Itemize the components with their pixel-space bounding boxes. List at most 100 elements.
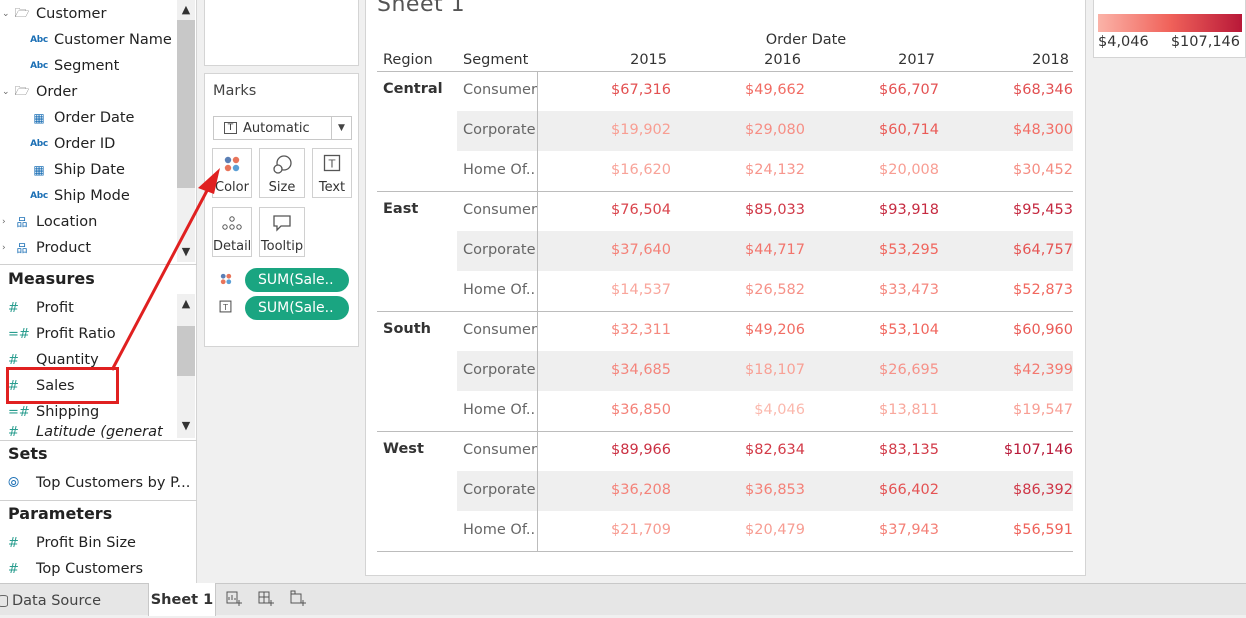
scroll-down-icon[interactable]: ▼ xyxy=(181,419,191,432)
region-label[interactable]: East xyxy=(383,201,419,217)
dimension-item[interactable]: ⌄ 🗁 Customer xyxy=(2,1,106,27)
sales-cell[interactable]: $76,504 xyxy=(611,202,671,218)
measure-item[interactable]: =# Profit Ratio xyxy=(8,326,116,342)
chevron-down-icon[interactable]: ▼ xyxy=(331,117,351,139)
sales-cell[interactable]: $44,717 xyxy=(745,242,805,258)
sales-cell[interactable]: $13,811 xyxy=(879,402,939,418)
dimensions-scroll-thumb[interactable] xyxy=(177,20,195,188)
year-header-2016[interactable]: 2016 xyxy=(764,52,801,68)
segment-label[interactable]: Corporate xyxy=(463,482,536,498)
segment-label[interactable]: Home Of.. xyxy=(463,522,536,538)
measure-item[interactable]: # Latitude (generat xyxy=(8,424,163,440)
text-sum-sales-pill[interactable]: SUM(Sale.. xyxy=(245,296,349,320)
chevron-down-icon[interactable]: ⌄ xyxy=(2,87,10,97)
region-label[interactable]: South xyxy=(383,321,431,337)
region-label[interactable]: Central xyxy=(383,81,443,97)
data-source-tab[interactable]: Data Source xyxy=(0,584,140,616)
scroll-up-icon[interactable]: ▲ xyxy=(181,297,191,310)
segment-label[interactable]: Corporate xyxy=(463,362,536,378)
region-column-header[interactable]: Region xyxy=(383,52,433,68)
sales-cell[interactable]: $16,620 xyxy=(611,162,671,178)
order-date-header[interactable]: Order Date xyxy=(765,32,847,48)
new-dashboard-icon[interactable] xyxy=(256,590,276,610)
measure-item[interactable]: =# Shipping xyxy=(8,404,100,420)
dimension-item[interactable]: Abc Customer Name xyxy=(28,27,172,53)
text-button[interactable]: T Text xyxy=(312,148,352,198)
segment-label[interactable]: Consumer xyxy=(463,322,537,338)
segment-label[interactable]: Corporate xyxy=(463,242,536,258)
sales-cell[interactable]: $26,582 xyxy=(745,282,805,298)
sales-cell[interactable]: $83,135 xyxy=(879,442,939,458)
sales-cell[interactable]: $66,707 xyxy=(879,82,939,98)
year-header-2018[interactable]: 2018 xyxy=(1032,52,1069,68)
sales-cell[interactable]: $95,453 xyxy=(1013,202,1073,218)
sales-cell[interactable]: $18,107 xyxy=(745,362,805,378)
sales-cell[interactable]: $33,473 xyxy=(879,282,939,298)
mark-type-dropdown[interactable]: T Automatic ▼ xyxy=(213,116,352,140)
sales-cell[interactable]: $32,311 xyxy=(611,322,671,338)
chevron-down-icon[interactable]: ⌄ xyxy=(2,9,10,19)
year-header-2017[interactable]: 2017 xyxy=(898,52,935,68)
sales-cell[interactable]: $26,695 xyxy=(879,362,939,378)
new-worksheet-icon[interactable] xyxy=(224,590,244,610)
segment-label[interactable]: Corporate xyxy=(463,122,536,138)
segment-label[interactable]: Consumer xyxy=(463,202,537,218)
set-item[interactable]: ⦾ Top Customers by P... xyxy=(8,475,191,491)
sales-cell[interactable]: $52,873 xyxy=(1013,282,1073,298)
sales-cell[interactable]: $20,008 xyxy=(879,162,939,178)
sales-cell[interactable]: $89,966 xyxy=(611,442,671,458)
year-header-2015[interactable]: 2015 xyxy=(630,52,667,68)
sales-cell[interactable]: $60,960 xyxy=(1013,322,1073,338)
sales-cell[interactable]: $20,479 xyxy=(745,522,805,538)
dimension-item[interactable]: Abc Segment xyxy=(28,53,119,79)
scroll-up-icon[interactable]: ▲ xyxy=(181,3,191,16)
sales-cell[interactable]: $66,402 xyxy=(879,482,939,498)
sales-cell[interactable]: $49,206 xyxy=(745,322,805,338)
sales-cell[interactable]: $56,591 xyxy=(1013,522,1073,538)
parameter-item[interactable]: # Top Customers xyxy=(8,561,144,577)
sales-cell[interactable]: $85,033 xyxy=(745,202,805,218)
parameter-item[interactable]: # Profit Bin Size xyxy=(8,535,136,551)
sales-cell[interactable]: $24,132 xyxy=(745,162,805,178)
sheet1-tab[interactable]: Sheet 1 xyxy=(148,583,216,616)
dimension-item[interactable]: Abc Ship Mode xyxy=(28,183,130,209)
segment-label[interactable]: Home Of.. xyxy=(463,282,536,298)
tooltip-button[interactable]: Tooltip xyxy=(259,207,305,257)
sales-cell[interactable]: $48,300 xyxy=(1013,122,1073,138)
sales-cell[interactable]: $93,918 xyxy=(879,202,939,218)
measure-item[interactable]: # Quantity xyxy=(8,352,99,368)
sales-cell[interactable]: $36,850 xyxy=(611,402,671,418)
detail-button[interactable]: Detail xyxy=(212,207,252,257)
measures-scroll-thumb[interactable] xyxy=(177,326,195,376)
measure-item[interactable]: # Sales xyxy=(8,378,75,394)
segment-label[interactable]: Consumer xyxy=(463,442,537,458)
dimension-item[interactable]: Abc Order ID xyxy=(28,131,115,157)
sales-cell[interactable]: $67,316 xyxy=(611,82,671,98)
segment-label[interactable]: Home Of.. xyxy=(463,402,536,418)
sales-cell[interactable]: $82,634 xyxy=(745,442,805,458)
sales-cell[interactable]: $107,146 xyxy=(1003,442,1073,458)
sales-cell[interactable]: $19,902 xyxy=(611,122,671,138)
sales-cell[interactable]: $53,295 xyxy=(879,242,939,258)
pages-filters-shelf[interactable] xyxy=(204,0,359,66)
sales-cell[interactable]: $68,346 xyxy=(1013,82,1073,98)
sales-cell[interactable]: $21,709 xyxy=(611,522,671,538)
scroll-down-icon[interactable]: ▼ xyxy=(181,245,191,258)
size-button[interactable]: Size xyxy=(259,148,305,198)
sales-cell[interactable]: $42,399 xyxy=(1013,362,1073,378)
dimension-item[interactable]: ▦ Order Date xyxy=(28,105,134,131)
segment-label[interactable]: Consumer xyxy=(463,82,537,98)
color-sum-sales-pill[interactable]: SUM(Sale.. xyxy=(245,268,349,292)
sales-cell[interactable]: $4,046 xyxy=(754,402,805,418)
dimension-item[interactable]: › 品 Product xyxy=(2,240,92,256)
sales-cell[interactable]: $34,685 xyxy=(611,362,671,378)
sales-cell[interactable]: $36,208 xyxy=(611,482,671,498)
sales-cell[interactable]: $86,392 xyxy=(1013,482,1073,498)
dimension-item[interactable]: › 品 Location xyxy=(2,214,98,230)
sales-cell[interactable]: $53,104 xyxy=(879,322,939,338)
sales-cell[interactable]: $36,853 xyxy=(745,482,805,498)
region-label[interactable]: West xyxy=(383,441,424,457)
segment-column-header[interactable]: Segment xyxy=(463,52,529,68)
sales-cell[interactable]: $29,080 xyxy=(745,122,805,138)
color-legend[interactable]: $4,046 $107,146 xyxy=(1093,0,1246,58)
